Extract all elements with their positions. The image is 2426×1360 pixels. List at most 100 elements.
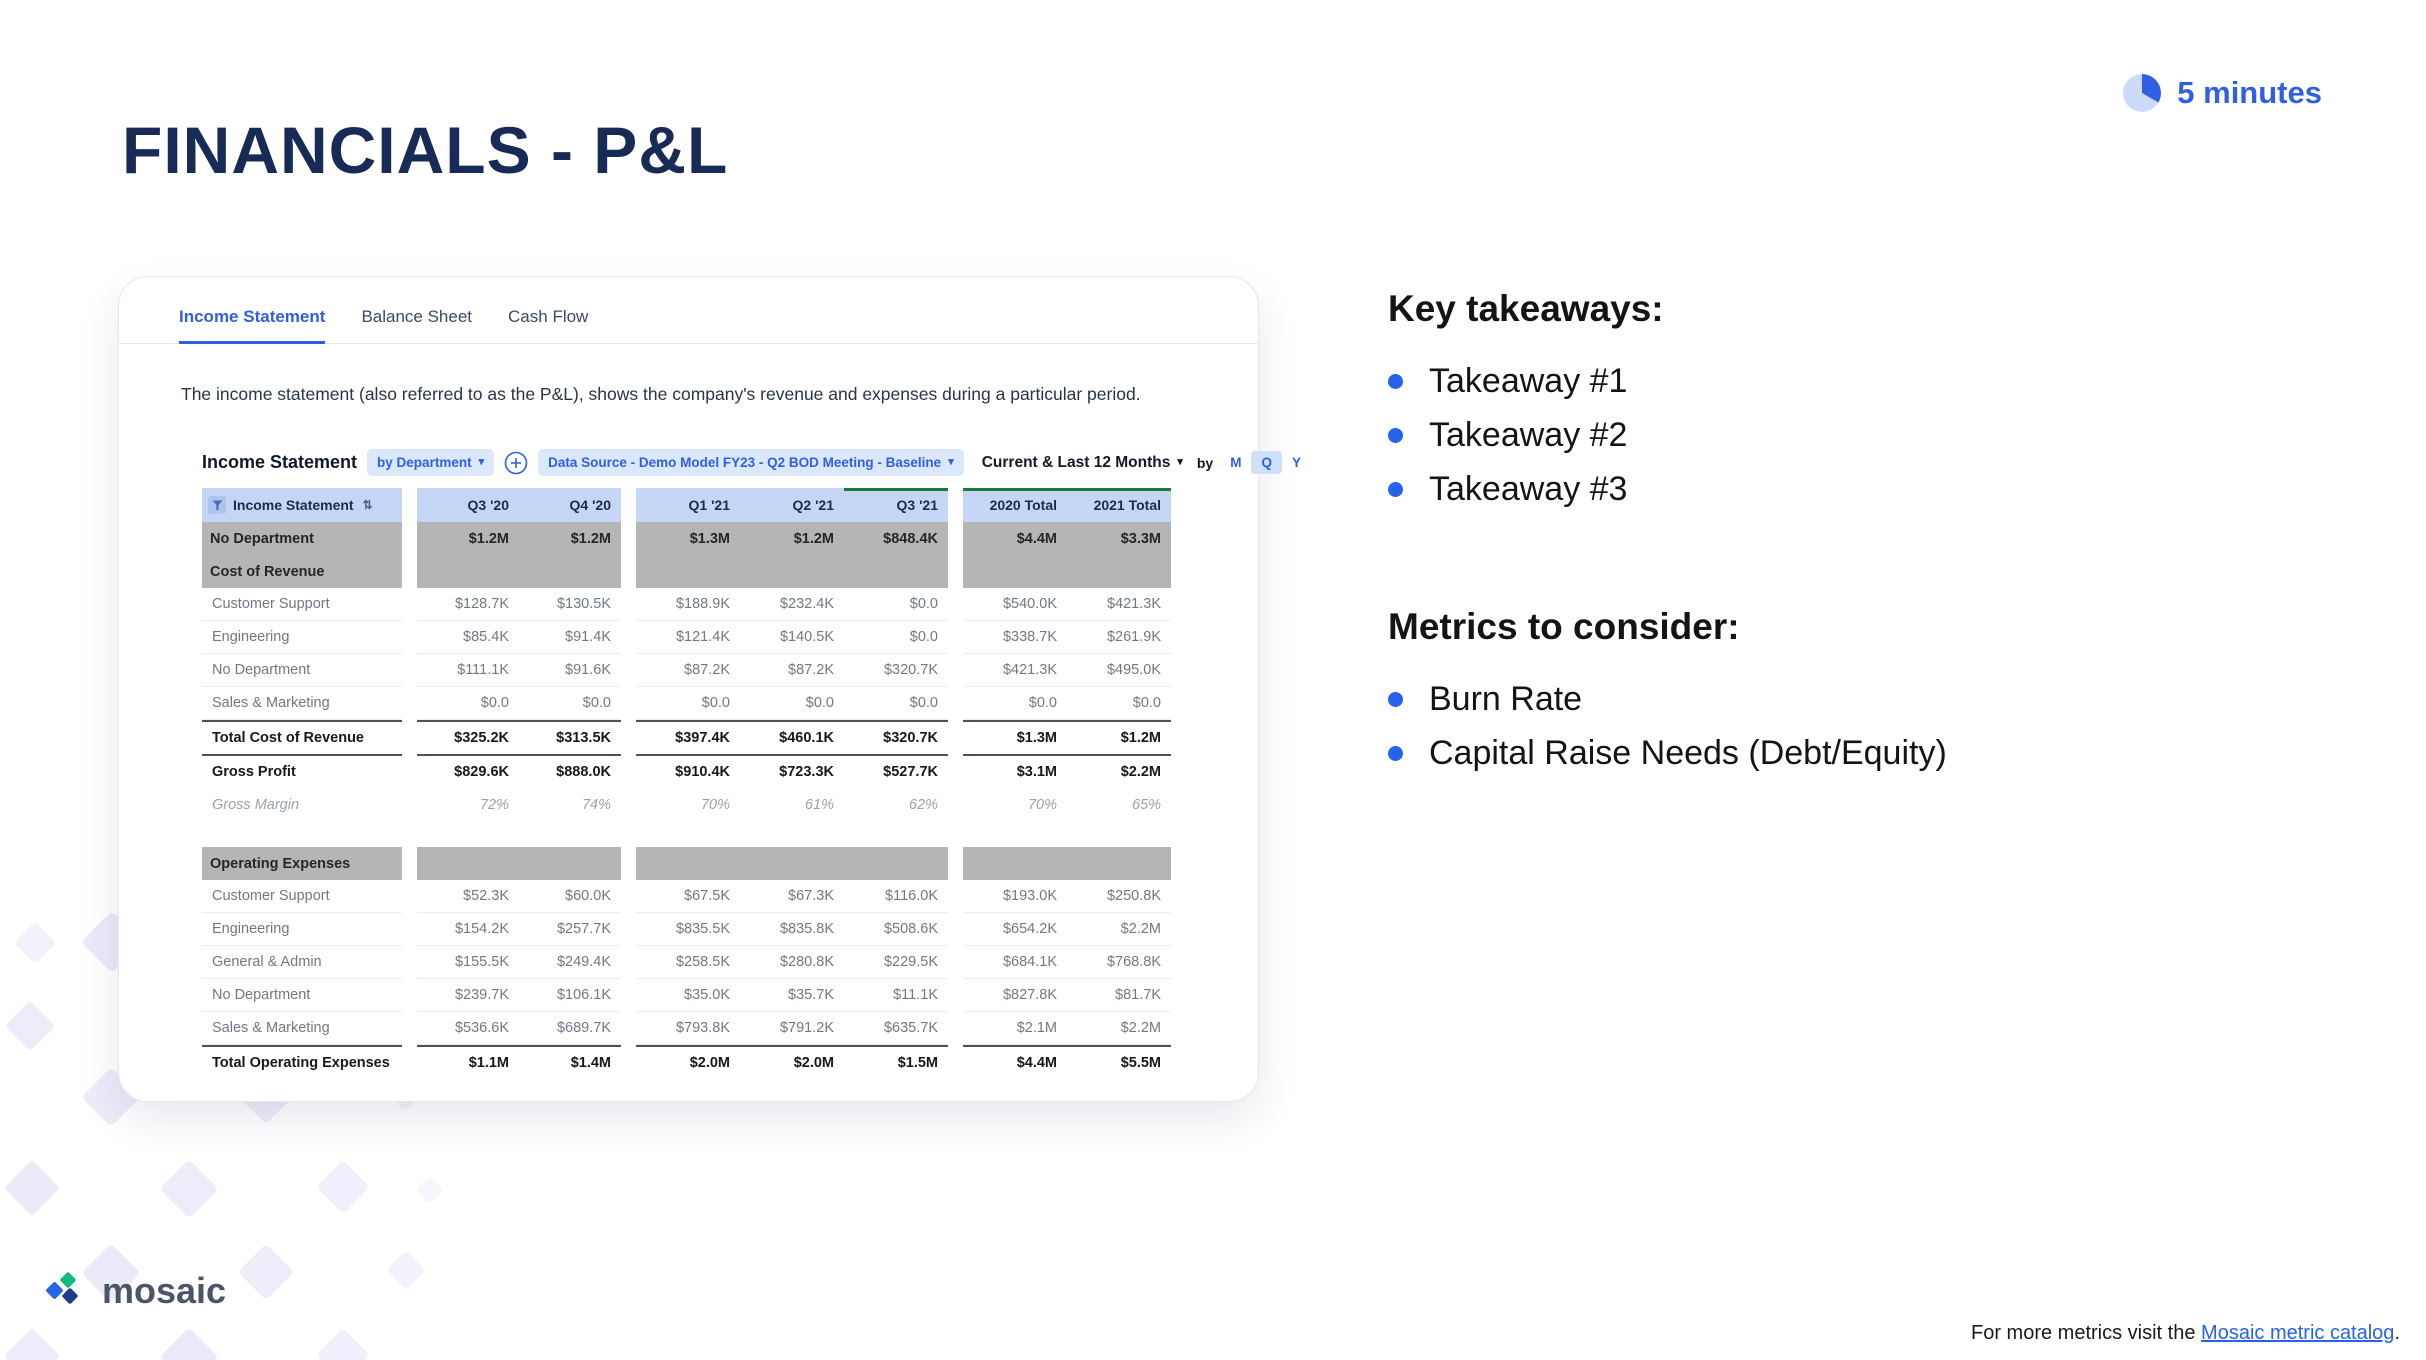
table-row: Sales & Marketing $536.6K $689.7K $793.8K $7… (202, 1012, 1171, 1045)
income-statement-table: Income Statement ⇅ Q3 '20 Q4 '20 Q1 '21 Q2 '2… (202, 488, 1171, 1079)
cell-value: $188.9K (636, 588, 740, 621)
sort-icon[interactable]: ⇅ (362, 498, 373, 512)
column-group-gap (948, 946, 963, 979)
cell-value: $835.5K (636, 913, 740, 946)
period-dropdown[interactable]: Current & Last 12 Months ▾ (982, 454, 1183, 472)
cell-value: $0.0 (844, 588, 948, 621)
cell-value: $130.5K (519, 588, 621, 621)
bullet-icon (1388, 745, 1403, 761)
column-group-gap (948, 687, 963, 720)
column-group-gap (948, 847, 963, 880)
column-group-gap (402, 913, 417, 946)
cell-value: $0.0 (417, 687, 519, 720)
header-cell[interactable]: 2021 Total (1067, 488, 1171, 522)
takeaways-list: Takeaway #1 Takeaway #2 Takeaway #3 (1388, 354, 1664, 516)
filter-icon[interactable] (208, 496, 226, 514)
column-group-gap (402, 946, 417, 979)
cell-value: $280.8K (740, 946, 844, 979)
cell-value: $635.7K (844, 1012, 948, 1045)
header-cell[interactable]: Q2 '21 (740, 488, 844, 522)
header-cell[interactable]: Q3 '21 (844, 488, 948, 522)
header-cell-income-statement[interactable]: Income Statement ⇅ (202, 488, 402, 522)
cell-value: $0.0 (519, 687, 621, 720)
cell-value: $0.0 (1067, 687, 1171, 720)
mosaic-logo-icon (46, 1272, 78, 1304)
cell-value: $2.1M (963, 1012, 1067, 1045)
cell-value: $155.5K (417, 946, 519, 979)
row-label: Cost of Revenue (202, 555, 402, 588)
cell-value: $0.0 (740, 687, 844, 720)
cell-value: $249.4K (519, 946, 621, 979)
row-label: Total Operating Expenses (202, 1045, 402, 1079)
column-group-gap (621, 913, 636, 946)
duration-badge: 5 minutes (2123, 74, 2322, 112)
cell-value: $0.0 (963, 687, 1067, 720)
takeaways-section: Key takeaways: Takeaway #1 Takeaway #2 Tak… (1388, 288, 1664, 516)
row-label: Customer Support (202, 588, 402, 621)
cell-value: $848.4K (844, 522, 948, 555)
cell-value (1067, 555, 1171, 588)
cell-value: $338.7K (963, 621, 1067, 654)
table-row: Operating Expenses (202, 847, 1171, 880)
cell-value: $397.4K (636, 720, 740, 754)
cell-value: $239.7K (417, 979, 519, 1012)
cell-value: $85.4K (417, 621, 519, 654)
data-source-dropdown[interactable]: Data Source - Demo Model FY23 - Q2 BOD M… (538, 449, 964, 476)
cell-value: $5.5M (1067, 1045, 1171, 1079)
cell-value: $1.2M (740, 522, 844, 555)
column-group-gap (621, 555, 636, 588)
row-label: No Department (202, 979, 402, 1012)
cell-value: $1.2M (519, 522, 621, 555)
row-label: Sales & Marketing (202, 687, 402, 720)
table-spacer-row (202, 821, 1171, 847)
diamond-shape (316, 1328, 370, 1360)
diamond-shape (159, 1327, 219, 1360)
column-group-gap (402, 880, 417, 913)
cell-value: $3.3M (1067, 522, 1171, 555)
row-label: No Department (202, 522, 402, 555)
cell-value: $325.2K (417, 720, 519, 754)
granularity-q[interactable]: Q (1251, 451, 1282, 474)
cell-value: $121.4K (636, 621, 740, 654)
cell-value: $2.2M (1067, 913, 1171, 946)
tab-income-statement[interactable]: Income Statement (179, 307, 326, 344)
cell-value: 70% (1027, 796, 1057, 813)
header-cell[interactable]: Q3 '20 (417, 488, 519, 522)
add-dimension-icon[interactable] (504, 451, 528, 475)
cell-value: $140.5K (740, 621, 844, 654)
granularity-y[interactable]: Y (1291, 455, 1301, 470)
cell-value: $1.1M (417, 1045, 519, 1079)
tab-balance-sheet[interactable]: Balance Sheet (361, 307, 473, 326)
column-group-gap (621, 687, 636, 720)
duration-text: 5 minutes (2177, 75, 2322, 110)
cell-value: $768.8K (1067, 946, 1171, 979)
cell-value: $791.2K (740, 1012, 844, 1045)
granularity-m[interactable]: M (1230, 455, 1242, 470)
metric-catalog-link[interactable]: Mosaic metric catalog (2201, 1322, 2395, 1344)
cell-value: $508.6K (844, 913, 948, 946)
bullet-icon (1388, 481, 1403, 497)
column-group-gap (948, 1012, 963, 1045)
cell-value: $81.7K (1067, 979, 1171, 1012)
table-row: Total Cost of Revenue $325.2K $313.5K $397.… (202, 720, 1171, 754)
mosaic-logo: mosaic (42, 1270, 226, 1312)
cell-value (844, 847, 948, 880)
header-cell[interactable]: 2020 Total (963, 488, 1067, 522)
column-group-gap (621, 880, 636, 913)
column-group-gap (402, 720, 417, 754)
table-row: Sales & Marketing $0.0 $0.0 $0.0 $0.0 $0.0 $0.… (202, 687, 1171, 720)
header-cell[interactable]: Q4 '20 (519, 488, 621, 522)
table-row: General & Admin $155.5K $249.4K $258.5K $280… (202, 946, 1171, 979)
metric-item-label: Capital Raise Needs (Debt/Equity) (1429, 733, 1947, 772)
row-label: Customer Support (202, 880, 402, 913)
header-label: Income Statement (233, 497, 354, 513)
column-group-gap (402, 588, 417, 621)
cell-value: $793.8K (636, 1012, 740, 1045)
cell-value: $2.2M (1067, 754, 1171, 788)
table-row: Gross Margin 72% 74% 70% 61% 62% 70% 65% (202, 788, 1171, 821)
tab-cash-flow[interactable]: Cash Flow (508, 307, 589, 326)
table-controls: Income Statement by Department ▾ Data So… (202, 449, 1301, 476)
by-department-dropdown[interactable]: by Department ▾ (367, 449, 495, 476)
table-row: Gross Profit $829.6K $888.0K $910.4K $723.3K… (202, 754, 1171, 788)
header-cell[interactable]: Q1 '21 (636, 488, 740, 522)
